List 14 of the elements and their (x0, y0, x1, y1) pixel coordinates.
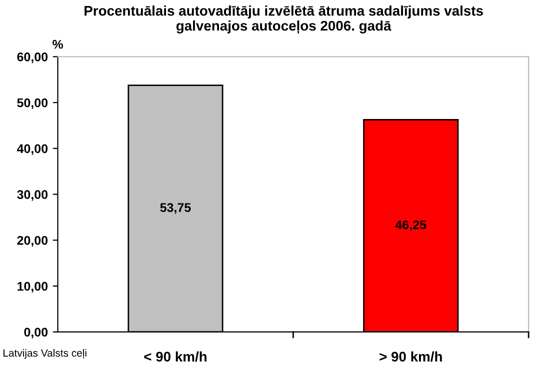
y-tick-label: 30,00 (17, 190, 48, 201)
y-tick-label: 10,00 (18, 282, 48, 293)
data-label: 53,75 (160, 203, 191, 214)
x-tick-label: < 90 km/h (144, 351, 206, 362)
text: Latvijas Valsts ceļi (4, 349, 86, 359)
y-tick-label: 20,00 (17, 236, 48, 247)
y-tick-label: 60,00 (17, 52, 48, 64)
chart-title: Procentuālais autovadītāju izvēlētā ātruma sadalījums valsts galvenajos autoceļos 2006. gadā (84, 6, 483, 34)
y-tick-label: 0,00 (24, 328, 48, 338)
y-axis-title: % (52, 40, 64, 49)
data-label: 46,25 (395, 220, 426, 232)
y-tick-label: 50,00 (17, 98, 48, 110)
x-tick-label: > 90 km/h (380, 351, 442, 362)
y-tick-label: 40,00 (16, 144, 48, 155)
